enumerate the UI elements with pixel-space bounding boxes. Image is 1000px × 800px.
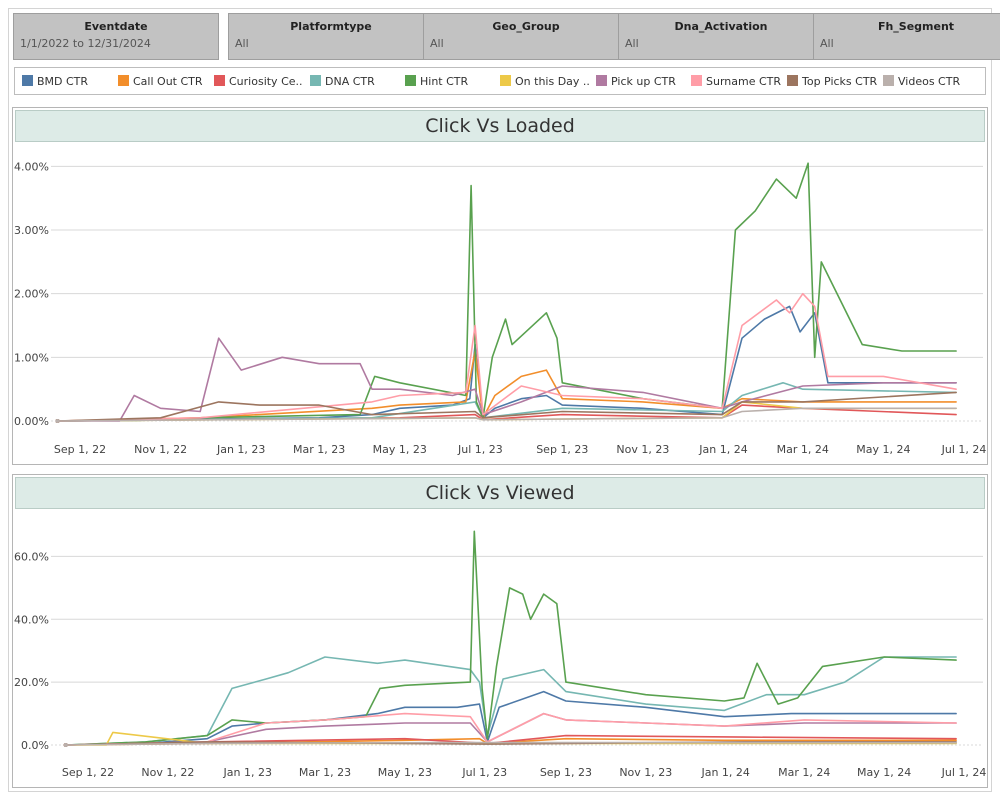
x-tick-label: May 1, 23 [378, 766, 432, 779]
legend-item[interactable]: Surname CTR [691, 75, 781, 88]
x-tick-label: Sep 1, 22 [54, 443, 106, 456]
legend-item[interactable]: DNA CTR [310, 75, 375, 88]
filter-value: All [235, 37, 249, 50]
x-tick-label: Sep 1, 23 [536, 443, 588, 456]
legend-label: Curiosity Ce.. [229, 75, 303, 88]
legend-label: Top Picks CTR [802, 75, 878, 88]
x-tick-label: Jan 1, 23 [223, 766, 272, 779]
x-tick-label: May 1, 23 [373, 443, 427, 456]
x-tick-label: Jul 1, 24 [941, 766, 987, 779]
x-tick-label: May 1, 24 [857, 766, 911, 779]
series-line-videos-ctr[interactable] [64, 741, 957, 746]
chart-panel-click-vs-loaded: Click Vs Loaded 0.00% 1.00% 2.00% 3.00% 4.00… [12, 107, 988, 465]
x-tick-label: Mar 1, 23 [299, 766, 351, 779]
y-tick-label: 2.00% [14, 288, 49, 301]
filter-eventdate[interactable]: Eventdate 1/1/2022 to 12/31/2024 [13, 13, 219, 60]
legend-swatch [22, 75, 33, 86]
legend-swatch [310, 75, 321, 86]
y-tick-label: 4.00% [14, 160, 49, 173]
series-line-dna-ctr[interactable] [56, 382, 957, 422]
legend-label: Surname CTR [706, 75, 782, 88]
x-tick-label: Nov 1, 22 [141, 766, 194, 779]
filter-dna-activation[interactable]: Dna_Activation All [618, 13, 824, 60]
legend-swatch [596, 75, 607, 86]
y-tick-label: 60.0% [14, 550, 49, 563]
x-tick-label: Jul 1, 24 [941, 443, 987, 456]
legend-item[interactable]: BMD CTR [22, 75, 88, 88]
legend: BMD CTR Call Out CTR Curiosity Ce.. DNA … [14, 67, 986, 95]
series-line-hint-ctr[interactable] [56, 162, 957, 422]
x-tick-label: Sep 1, 23 [540, 766, 592, 779]
x-tick-label: Nov 1, 23 [616, 443, 669, 456]
filter-fh-segment[interactable]: Fh_Segment All [813, 13, 1000, 60]
legend-swatch [787, 75, 798, 86]
filter-title: Eventdate [84, 20, 148, 33]
chart-title: Click Vs Loaded [15, 110, 985, 142]
legend-item[interactable]: Curiosity Ce.. [214, 75, 303, 88]
chart-click-vs-viewed[interactable]: 0.0% 20.0% 40.0% 60.0% Sep 1, 22 Nov 1, 22 Jan… [13, 511, 987, 787]
filter-geo-group[interactable]: Geo_Group All [423, 13, 629, 60]
filter-value: All [820, 37, 834, 50]
x-tick-label: Nov 1, 23 [619, 766, 672, 779]
legend-swatch [214, 75, 225, 86]
legend-swatch [405, 75, 416, 86]
legend-label: DNA CTR [325, 75, 375, 88]
x-tick-label: Sep 1, 22 [62, 766, 114, 779]
chart-title: Click Vs Viewed [15, 477, 985, 509]
legend-label: On this Day .. [515, 75, 590, 88]
filter-title: Platformtype [290, 20, 372, 33]
x-tick-label: Mar 1, 24 [778, 766, 830, 779]
series-line-top-picks-ctr[interactable] [56, 391, 957, 422]
filter-value: All [430, 37, 444, 50]
y-tick-label: 1.00% [14, 351, 49, 364]
y-tick-label: 20.0% [14, 676, 49, 689]
legend-swatch [883, 75, 894, 86]
legend-item[interactable]: Top Picks CTR [787, 75, 877, 88]
legend-swatch [500, 75, 511, 86]
filter-platformtype[interactable]: Platformtype All [228, 13, 434, 60]
filter-value: All [625, 37, 639, 50]
x-tick-label: Jan 1, 24 [698, 443, 747, 456]
filter-title: Geo_Group [492, 20, 560, 33]
x-tick-label: May 1, 24 [856, 443, 910, 456]
legend-item[interactable]: Pick up CTR [596, 75, 676, 88]
legend-item[interactable]: Call Out CTR [118, 75, 203, 88]
series-line-surname-ctr[interactable] [56, 292, 957, 422]
legend-item[interactable]: On this Day .. [500, 75, 590, 88]
x-tick-label: Jan 1, 23 [216, 443, 265, 456]
x-tick-label: Jul 1, 23 [457, 443, 503, 456]
series-line-videos-ctr[interactable] [56, 407, 957, 422]
y-tick-label: 3.00% [14, 224, 49, 237]
x-tick-label: Jan 1, 24 [700, 766, 749, 779]
legend-label: Hint CTR [420, 75, 469, 88]
x-tick-label: Mar 1, 24 [777, 443, 829, 456]
legend-swatch [691, 75, 702, 86]
legend-swatch [118, 75, 129, 86]
legend-label: BMD CTR [37, 75, 89, 88]
legend-label: Videos CTR [898, 75, 961, 88]
filter-title: Dna_Activation [674, 20, 768, 33]
legend-item[interactable]: Videos CTR [883, 75, 960, 88]
series-line-bmd-ctr[interactable] [64, 690, 957, 746]
x-tick-label: Mar 1, 23 [293, 443, 345, 456]
dashboard-frame [8, 8, 992, 792]
series-start-point [55, 419, 60, 423]
filter-title: Fh_Segment [877, 20, 955, 33]
y-tick-label: 0.0% [21, 739, 49, 752]
legend-label: Pick up CTR [611, 75, 676, 88]
y-tick-label: 40.0% [14, 613, 49, 626]
chart-click-vs-loaded[interactable]: 0.00% 1.00% 2.00% 3.00% 4.00% Sep 1, 22 Nov 1,… [13, 144, 987, 464]
x-tick-label: Jul 1, 23 [461, 766, 507, 779]
x-tick-label: Nov 1, 22 [134, 443, 187, 456]
series-line-call-out-ctr[interactable] [56, 350, 957, 422]
filter-value: 1/1/2022 to 12/31/2024 [20, 37, 151, 50]
legend-label: Call Out CTR [133, 75, 203, 88]
chart-panel-click-vs-viewed: Click Vs Viewed 0.0% 20.0% 40.0% 60.0% Sep 1… [12, 474, 988, 788]
series-line-dna-ctr[interactable] [64, 656, 957, 746]
legend-item[interactable]: Hint CTR [405, 75, 468, 88]
series-start-point [63, 743, 68, 747]
y-tick-label: 0.00% [14, 415, 49, 428]
